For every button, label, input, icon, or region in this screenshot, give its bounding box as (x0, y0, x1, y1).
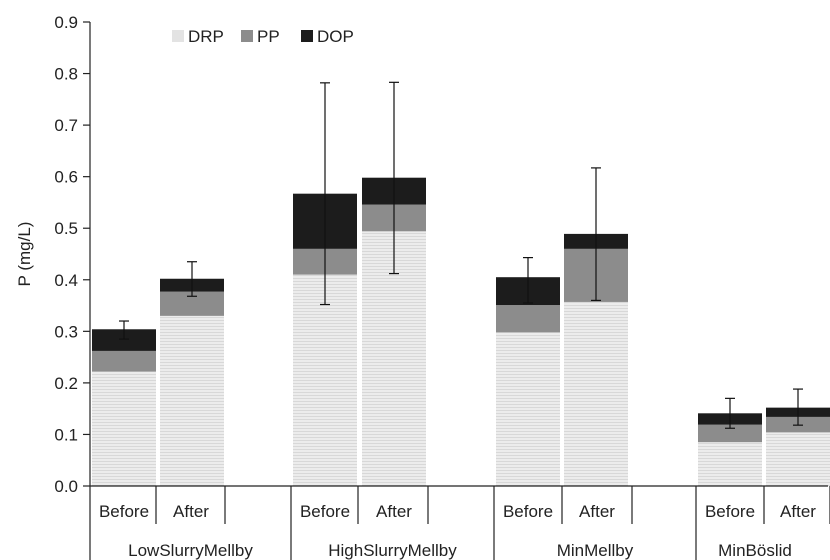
legend-swatch-pp (241, 30, 253, 42)
x-category-label: After (579, 502, 615, 521)
x-group-label: MinMellby (557, 541, 634, 560)
legend-swatch-dop (301, 30, 313, 42)
bar-drp-6 (698, 442, 762, 486)
legend-label-pp: PP (257, 27, 280, 46)
bar-drp-1 (160, 315, 224, 486)
bar-drp-7 (766, 432, 830, 486)
x-category-label: Before (705, 502, 755, 521)
bar-pp-6 (698, 424, 762, 443)
x-group-label: LowSlurryMellby (128, 541, 253, 560)
legend-swatch-drp (172, 30, 184, 42)
x-category-label: Before (99, 502, 149, 521)
legend-label-drp: DRP (188, 27, 224, 46)
x-category-label: After (780, 502, 816, 521)
y-tick-label: 0.4 (54, 271, 78, 290)
bar-drp-4 (496, 332, 560, 486)
y-tick-label: 0.8 (54, 65, 78, 84)
y-tick-label: 0.9 (54, 13, 78, 32)
bar-dop-0 (92, 329, 156, 351)
x-category-label: After (173, 502, 209, 521)
x-group-label: MinBöslid (718, 541, 792, 560)
x-category-label: Before (503, 502, 553, 521)
bar-drp-2 (293, 274, 357, 486)
legend-label-dop: DOP (317, 27, 354, 46)
y-tick-label: 0.2 (54, 374, 78, 393)
bar-drp-5 (564, 301, 628, 486)
bar-pp-4 (496, 305, 560, 333)
y-tick-label: 0.0 (54, 477, 78, 496)
bar-pp-0 (92, 350, 156, 372)
y-tick-label: 0.6 (54, 168, 78, 187)
y-tick-label: 0.7 (54, 116, 78, 135)
y-axis-title: P (mg/L) (15, 222, 34, 287)
bar-drp-0 (92, 371, 156, 486)
y-tick-label: 0.3 (54, 322, 78, 341)
y-tick-label: 0.5 (54, 219, 78, 238)
x-category-label: After (376, 502, 412, 521)
x-group-label: HighSlurryMellby (328, 541, 457, 560)
y-tick-label: 0.1 (54, 425, 78, 444)
x-category-label: Before (300, 502, 350, 521)
